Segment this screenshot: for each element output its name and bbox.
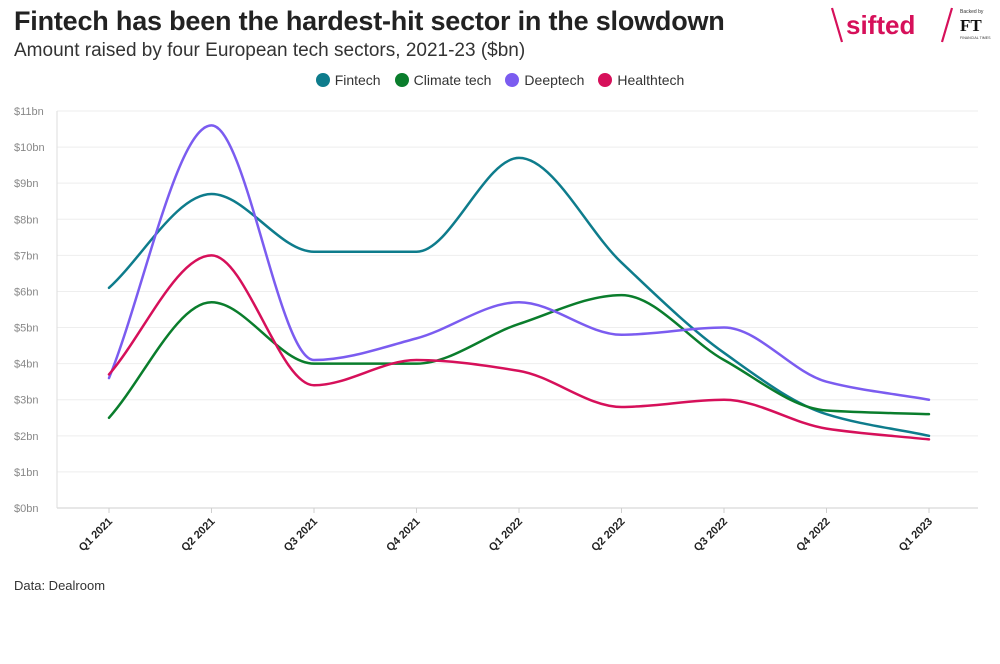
y-tick-label: $4bn (14, 359, 38, 371)
logo-text: sifted (846, 10, 915, 40)
backed-by-text: Backed by (960, 9, 984, 15)
legend-swatch (394, 73, 409, 87)
legend-swatch (598, 73, 613, 87)
legend-item-deeptech: Deeptech (505, 72, 584, 88)
y-tick-label: $1bn (14, 467, 38, 479)
ft-name: FINANCIAL TIMES (960, 36, 991, 40)
chart-subtitle: Amount raised by four European tech sect… (14, 40, 526, 61)
x-tick-label: Q4 2021 (384, 516, 422, 554)
y-tick-label: $0bn (14, 503, 38, 515)
chart-title: Fintech has been the hardest-hit sector … (14, 6, 725, 36)
legend-label: Healthtech (617, 72, 685, 88)
y-tick-label: $8bn (14, 214, 38, 226)
legend-item-climate-tech: Climate tech (394, 72, 492, 88)
y-tick-label: $5bn (14, 323, 38, 335)
x-tick-label: Q3 2021 (282, 516, 320, 554)
y-tick-label: $10bn (14, 142, 45, 154)
x-tick-label: Q2 2021 (179, 516, 217, 554)
x-tick-label: Q2 2022 (589, 516, 627, 554)
legend-label: Deeptech (524, 72, 585, 88)
legend: Fintech Climate tech Deeptech Healthtech (0, 72, 1000, 88)
series-line-fintech (107, 156, 931, 438)
series-line-climate-tech (107, 293, 931, 420)
y-tick-label: $6bn (14, 286, 38, 298)
legend-label: Climate tech (413, 72, 492, 88)
x-tick-label: Q1 2021 (77, 516, 115, 554)
ft-mark: FT (960, 16, 982, 35)
x-tick-label: Q1 2022 (487, 516, 525, 554)
legend-label: Fintech (334, 72, 381, 88)
y-tick-label: $9bn (14, 178, 38, 190)
series-line-deeptech (107, 124, 931, 401)
y-tick-label: $3bn (14, 395, 38, 407)
y-tick-label: $7bn (14, 250, 38, 262)
y-tick-label: $2bn (14, 431, 38, 443)
x-tick-label: Q3 2022 (692, 516, 730, 554)
legend-swatch (315, 73, 330, 87)
x-tick-label: Q1 2023 (897, 516, 935, 554)
x-tick-label: Q4 2022 (794, 516, 832, 554)
legend-item-healthtech: Healthtech (598, 72, 684, 88)
sifted-logo: sifted Backed by FT FINANCIAL TIMES (830, 7, 991, 43)
source-note: Data: Dealroom (14, 578, 106, 593)
y-tick-label: $11bn (14, 106, 44, 118)
series-line-healthtech (107, 254, 931, 441)
legend-swatch (505, 73, 520, 87)
legend-item-fintech: Fintech (315, 72, 381, 88)
